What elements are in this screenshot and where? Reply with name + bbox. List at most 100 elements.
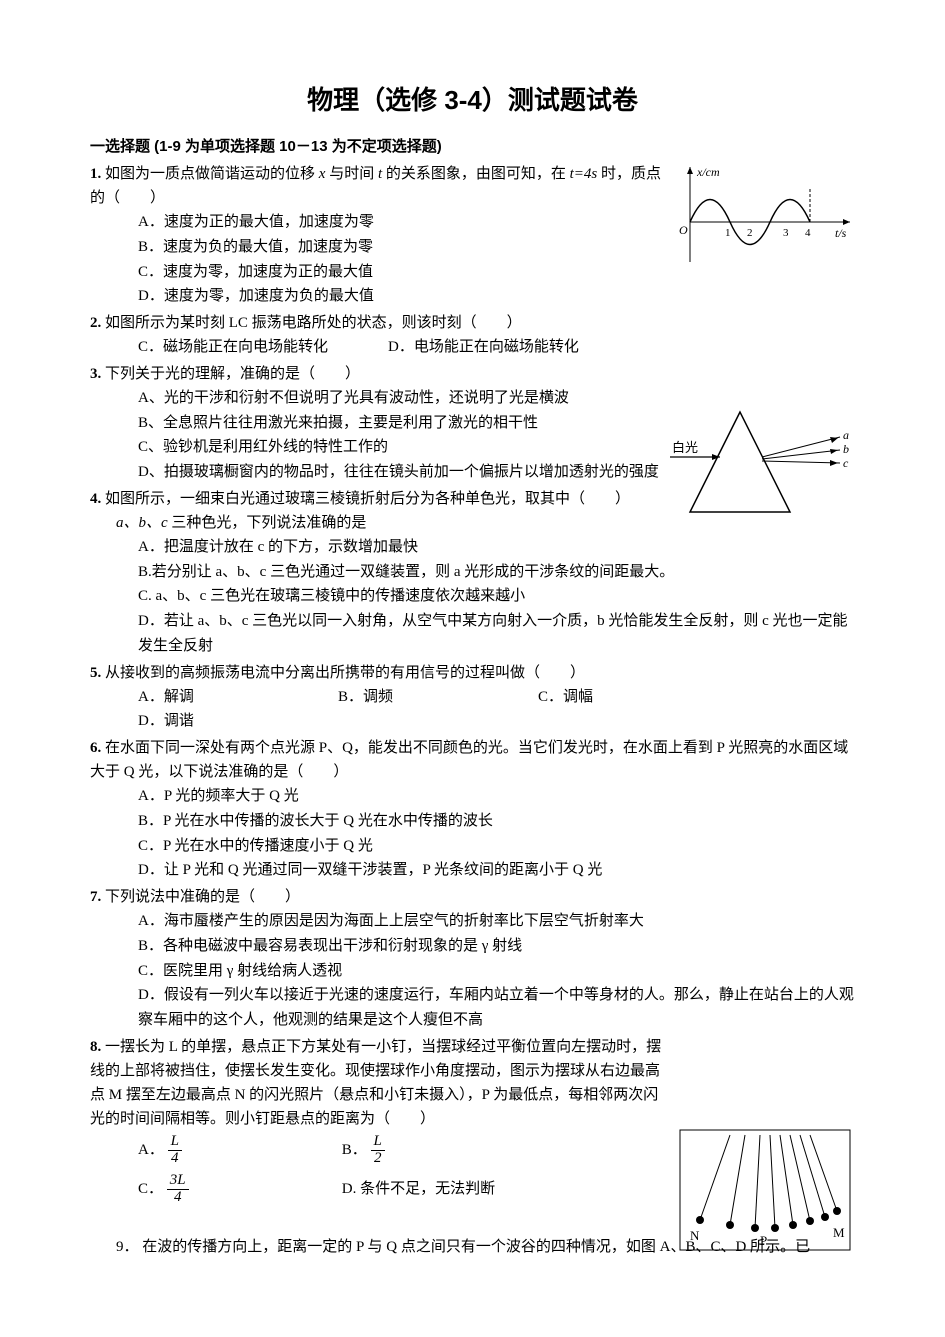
q8-c-label: C． xyxy=(138,1181,163,1197)
q8-c-num: 3L xyxy=(167,1173,189,1190)
q3-opt-c: C、验钞机是利用红外线的特性工作的 xyxy=(138,435,665,460)
q8-options: A． L 4 C． 3L 4 B． xyxy=(90,1131,665,1209)
q3-stem: 下列关于光的理解，准确的是（ ） xyxy=(105,366,360,382)
q5-options: A．解调 B．调频 C．调幅 D．调谐 xyxy=(90,685,855,735)
q8-opt-a: A． L 4 xyxy=(138,1131,338,1170)
q7-opt-c: C．医院里用 γ 射线给病人透视 xyxy=(138,959,855,984)
q5-opt-b: B．调频 xyxy=(338,685,478,710)
q3-opt-b: B、全息照片往往用激光来拍摄，主要是利用了激光的相干性 xyxy=(138,411,665,436)
q5-num: 5. xyxy=(90,661,101,685)
question-7: 7. 下列说法中准确的是（ ） A．海市蜃楼产生的原因是因为海面上上层空气的折射… xyxy=(90,885,855,1033)
q6-opt-a: A．P 光的频率大于 Q 光 xyxy=(138,784,855,809)
q1-opt-c: C．速度为零，加速度为正的最大值 xyxy=(138,260,665,285)
q3-opt-d: D、拍摄玻璃橱窗内的物品时，往往在镜头前加一个偏振片以增加透射光的强度 xyxy=(138,460,665,485)
q5-opt-a: A．解调 xyxy=(138,685,278,710)
fig1-tick-2: 2 xyxy=(747,227,753,239)
q8-opt-d: D. 条件不足，无法判断 xyxy=(342,1170,602,1209)
q8-num: 8. xyxy=(90,1035,101,1059)
q4-opt-c: C. a、b、c 三色光在玻璃三棱镜中的传播速度依次越来越小 xyxy=(138,584,855,609)
q5-stem: 从接收到的高频振荡电流中分离出所携带的有用信号的过程叫做（ ） xyxy=(105,665,585,681)
q5-opt-d: D．调谐 xyxy=(138,709,278,734)
q4-options: A．把温度计放在 c 的下方，示数增加最快 B.若分别让 a、b、c 三色光通过… xyxy=(90,535,855,659)
q7-stem: 下列说法中准确的是（ ） xyxy=(105,889,300,905)
figure-sine-graph: x/cm t/s O 1 2 3 4 xyxy=(675,162,855,272)
q8-b-num: L xyxy=(371,1134,385,1151)
fig1-xlabel: t/s xyxy=(835,226,847,240)
q5-opt-c: C．调幅 xyxy=(538,685,678,710)
q8-stem: 一摆长为 L 的单摆，悬点正下方某处有一小钉，当摆球经过平衡位置向左摆动时，摆线… xyxy=(90,1039,661,1127)
q1-text-c: 的关系图象，由图可知，在 xyxy=(382,166,570,182)
q3-num: 3. xyxy=(90,362,101,386)
q1-num: 1. xyxy=(90,162,101,186)
question-4: 4. 如图所示，一细束白光通过玻璃三棱镜折射后分为各种单色光，取其中（ ） a、… xyxy=(90,487,855,659)
q1-opt-a: A．速度为正的最大值，加速度为零 xyxy=(138,210,665,235)
page-title: 物理（选修 3-4）测试题试卷 xyxy=(90,80,855,117)
q2-opt-c: C．磁场能正在向电场能转化 xyxy=(138,335,328,360)
q9-num: 9． xyxy=(116,1239,139,1255)
question-1: 1. 如图为一质点做简谐运动的位移 x 与时间 t 的关系图象，由图可知，在 t… xyxy=(90,162,855,309)
fig2-out-b: b xyxy=(843,442,849,456)
q1-opt-b: B．速度为负的最大值，加速度为零 xyxy=(138,235,665,260)
q8-a-label: A． xyxy=(138,1142,164,1158)
q6-opt-b: B．P 光在水中传播的波长大于 Q 光在水中传播的波长 xyxy=(138,809,855,834)
section-note: (1-9 为单项选择题 10－13 为不定项选择题) xyxy=(154,138,442,155)
section-heading: 一选择题 (1-9 为单项选择题 10－13 为不定项选择题) xyxy=(90,135,855,156)
fig1-origin: O xyxy=(679,223,688,237)
fig1-tick-1: 1 xyxy=(725,227,731,239)
q4-abc: a、b、c xyxy=(116,515,168,531)
q7-opt-b: B．各种电磁波中最容易表现出干涉和衍射现象的是 γ 射线 xyxy=(138,934,855,959)
fig1-tick-3: 3 xyxy=(783,227,789,239)
q4-opt-d: D．若让 a、b、c 三色光以同一入射角，从空气中某方向射入一介质，b 光恰能发… xyxy=(138,609,855,659)
q1-options: A．速度为正的最大值，加速度为零 B．速度为负的最大值，加速度为零 C．速度为零… xyxy=(90,210,665,309)
q3-opt-a: A、光的干涉和衍射不但说明了光具有波动性，还说明了光是横波 xyxy=(138,386,665,411)
q4-opt-b: B.若分别让 a、b、c 三色光通过一双缝装置，则 a 光形成的干涉条纹的间距最… xyxy=(138,560,855,585)
q2-options: C．磁场能正在向电场能转化 D．电场能正在向磁场能转化 xyxy=(90,335,855,360)
q8-a-den: 4 xyxy=(168,1151,182,1167)
q2-num: 2. xyxy=(90,311,101,335)
q8-opt-b: B． L 2 xyxy=(342,1131,602,1170)
fig2-label-in: 白光 xyxy=(672,440,698,455)
q7-opt-d: D．假设有一列火车以接近于光速的速度运行，车厢内站立着一个中等身材的人。那么，静… xyxy=(138,983,855,1033)
q3-options: A、光的干涉和衍射不但说明了光具有波动性，还说明了光是横波 B、全息照片往往用激… xyxy=(90,386,665,485)
q1-stem: 1. 如图为一质点做简谐运动的位移 x 与时间 t 的关系图象，由图可知，在 t… xyxy=(90,162,665,210)
q2-opt-d: D．电场能正在向磁场能转化 xyxy=(388,335,579,360)
q1-text-b: 与时间 xyxy=(325,166,378,182)
exam-page: 物理（选修 3-4）测试题试卷 一选择题 (1-9 为单项选择题 10－13 为… xyxy=(0,0,945,1337)
q7-num: 7. xyxy=(90,885,101,909)
q8-b-frac: L 2 xyxy=(371,1134,385,1167)
fig1-tick-4: 4 xyxy=(805,227,811,239)
question-2: 2. 如图所示为某时刻 LC 振荡电路所处的状态，则该时刻（ ） C．磁场能正在… xyxy=(90,311,855,360)
question-3: 3. 下列关于光的理解，准确的是（ ） A、光的干涉和衍射不但说明了光具有波动性… xyxy=(90,362,855,485)
q7-options: A．海市蜃楼产生的原因是因为海面上上层空气的折射率比下层空气折射率大 B．各种电… xyxy=(90,909,855,1033)
q2-stem: 如图所示为某时刻 LC 振荡电路所处的状态，则该时刻（ ） xyxy=(105,315,522,331)
q4-opt-a: A．把温度计放在 c 的下方，示数增加最快 xyxy=(138,535,855,560)
q8-c-frac: 3L 4 xyxy=(167,1173,189,1206)
q6-opt-c: C．P 光在水中的传播速度小于 Q 光 xyxy=(138,834,855,859)
fig1-ylabel: x/cm xyxy=(696,165,720,179)
q8-c-den: 4 xyxy=(167,1190,189,1206)
q8-b-label: B． xyxy=(342,1142,367,1158)
q9-stem: 在波的传播方向上，距离一定的 P 与 Q 点之间只有一个波谷的四种情况，如图 A… xyxy=(142,1239,810,1255)
q8-b-den: 2 xyxy=(371,1151,385,1167)
question-5: 5. 从接收到的高频振荡电流中分离出所携带的有用信号的过程叫做（ ） A．解调 … xyxy=(90,661,855,735)
q6-stem: 在水面下同一深处有两个点光源 P、Q，能发出不同颜色的光。当它们发光时，在水面上… xyxy=(90,740,848,780)
q8-a-num: L xyxy=(168,1134,182,1151)
q4-line2b: 三种色光，下列说法准确的是 xyxy=(168,515,367,531)
q8-opt-c: C． 3L 4 xyxy=(138,1170,338,1209)
question-8: 8. 一摆长为 L 的单摆，悬点正下方某处有一小钉，当摆球经过平衡位置向左摆动时… xyxy=(90,1035,855,1209)
q4-stem: 如图所示，一细束白光通过玻璃三棱镜折射后分为各种单色光，取其中（ ） xyxy=(105,491,630,507)
q4-line2: a、b、c 三种色光，下列说法准确的是 xyxy=(90,511,855,535)
q6-options: A．P 光的频率大于 Q 光 B．P 光在水中传播的波长大于 Q 光在水中传播的… xyxy=(90,784,855,883)
question-9: 9． 在波的传播方向上，距离一定的 P 与 Q 点之间只有一个波谷的四种情况，如… xyxy=(90,1235,855,1259)
question-6: 6. 在水面下同一深处有两个点光源 P、Q，能发出不同颜色的光。当它们发光时，在… xyxy=(90,736,855,883)
fig2-out-a: a xyxy=(843,428,849,442)
section-prefix: 一选择题 xyxy=(90,138,154,155)
q6-num: 6. xyxy=(90,736,101,760)
q6-opt-d: D．让 P 光和 Q 光通过同一双缝干涉装置，P 光条纹间的距离小于 Q 光 xyxy=(138,858,855,883)
fig2-out-c: c xyxy=(843,456,849,470)
q8-a-frac: L 4 xyxy=(168,1134,182,1167)
q7-opt-a: A．海市蜃楼产生的原因是因为海面上上层空气的折射率比下层空气折射率大 xyxy=(138,909,855,934)
q1-text-a: 如图为一质点做简谐运动的位移 xyxy=(105,166,319,182)
q1-opt-d: D．速度为零，加速度为负的最大值 xyxy=(138,284,665,309)
q1-var-t4: t=4s xyxy=(570,166,598,182)
